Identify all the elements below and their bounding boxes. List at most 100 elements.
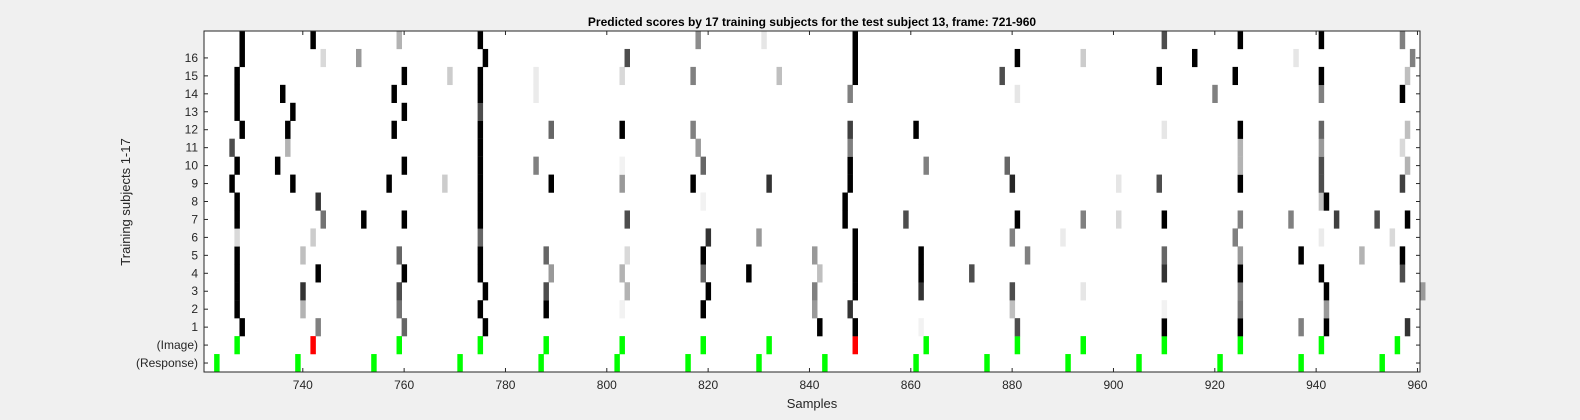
response-marker bbox=[984, 354, 990, 373]
y-tick-label: 16 bbox=[185, 51, 199, 65]
score-cell-subject-17 bbox=[1399, 31, 1406, 50]
score-cell-subject-3 bbox=[705, 282, 712, 301]
score-cell-subject-5 bbox=[477, 246, 484, 265]
score-cell-subject-5 bbox=[624, 246, 630, 265]
score-cell-subject-1 bbox=[918, 318, 924, 337]
score-cell-subject-3 bbox=[1237, 282, 1244, 301]
y-tick-label: (Response) bbox=[136, 356, 198, 370]
score-cell-subject-8 bbox=[1323, 192, 1330, 211]
score-cell-subject-7 bbox=[1288, 210, 1294, 229]
score-cell-subject-10 bbox=[619, 156, 625, 175]
score-cell-subject-15 bbox=[1232, 66, 1238, 86]
score-cell-subject-4 bbox=[234, 264, 240, 283]
score-cell-subject-1 bbox=[482, 318, 489, 337]
score-cell-subject-6 bbox=[310, 228, 316, 247]
score-cell-subject-10 bbox=[234, 156, 240, 175]
score-cell-subject-6 bbox=[1318, 228, 1325, 247]
response-marker bbox=[614, 354, 620, 373]
score-cell-subject-7 bbox=[1161, 210, 1168, 229]
y-tick-label: 7 bbox=[191, 212, 198, 226]
score-cell-subject-8 bbox=[315, 192, 321, 211]
score-cell-subject-5 bbox=[300, 246, 306, 265]
score-cell-subject-3 bbox=[543, 282, 549, 301]
score-cell-subject-11 bbox=[285, 138, 291, 157]
score-cell-subject-2 bbox=[812, 300, 818, 319]
image-marker bbox=[1394, 336, 1401, 355]
score-cell-subject-9 bbox=[442, 174, 448, 193]
score-cell-subject-12 bbox=[1404, 120, 1411, 139]
image-marker bbox=[543, 336, 549, 355]
image-marker-highlight bbox=[310, 336, 316, 355]
score-cell-subject-4 bbox=[1161, 264, 1168, 283]
y-tick-label: 1 bbox=[191, 320, 198, 334]
score-cell-subject-14 bbox=[1212, 84, 1218, 103]
score-cell-subject-12 bbox=[1161, 120, 1168, 139]
score-cell-subject-15 bbox=[1318, 66, 1325, 86]
score-cell-subject-7 bbox=[1237, 210, 1244, 229]
response-marker bbox=[913, 354, 919, 373]
score-cell-subject-14 bbox=[1399, 84, 1406, 103]
score-cell-subject-8 bbox=[1318, 192, 1325, 211]
score-cell-subject-17 bbox=[477, 31, 484, 50]
score-cell-subject-16 bbox=[1409, 48, 1416, 68]
x-axis-label: Samples bbox=[787, 396, 838, 411]
score-cell-subject-13 bbox=[234, 102, 240, 121]
score-cell-subject-3 bbox=[624, 282, 630, 301]
score-cell-subject-3 bbox=[1009, 282, 1016, 301]
score-cell-subject-10 bbox=[923, 156, 929, 175]
heatmap-cells bbox=[214, 31, 1426, 373]
score-cell-subject-1 bbox=[1323, 318, 1330, 337]
score-cell-subject-4 bbox=[477, 264, 484, 283]
score-cell-subject-7 bbox=[1014, 210, 1021, 229]
x-tick-label: 900 bbox=[1103, 378, 1123, 392]
x-tick-label: 840 bbox=[799, 378, 819, 392]
score-cell-subject-9 bbox=[1116, 174, 1122, 193]
score-cell-subject-11 bbox=[229, 138, 235, 157]
score-cell-subject-6 bbox=[756, 228, 762, 247]
score-cell-subject-6 bbox=[1060, 228, 1066, 247]
image-marker bbox=[619, 336, 625, 355]
score-cell-subject-9 bbox=[477, 174, 484, 193]
score-cell-subject-4 bbox=[969, 264, 975, 283]
score-cell-subject-5 bbox=[1161, 246, 1168, 265]
score-cell-subject-15 bbox=[776, 66, 782, 86]
score-cell-subject-17 bbox=[1161, 31, 1168, 50]
score-cell-subject-15 bbox=[477, 66, 484, 86]
score-cell-subject-5 bbox=[1298, 246, 1304, 265]
score-cell-subject-5 bbox=[1399, 246, 1406, 265]
x-tick-label: 960 bbox=[1407, 378, 1427, 392]
score-cell-subject-15 bbox=[447, 66, 453, 86]
y-tick-label: 14 bbox=[185, 87, 199, 101]
response-marker bbox=[457, 354, 463, 373]
score-cell-subject-2 bbox=[477, 300, 484, 319]
score-cell-subject-7 bbox=[842, 210, 848, 229]
score-cell-subject-12 bbox=[1237, 120, 1244, 139]
score-cell-subject-9 bbox=[847, 174, 853, 193]
score-cell-subject-12 bbox=[690, 120, 696, 139]
y-tick-label: 4 bbox=[191, 266, 198, 280]
score-cell-subject-13 bbox=[477, 102, 484, 121]
score-cell-subject-12 bbox=[913, 120, 919, 139]
score-cell-subject-2 bbox=[1161, 300, 1168, 319]
score-cell-subject-7 bbox=[624, 210, 630, 229]
score-cell-subject-1 bbox=[1014, 318, 1021, 337]
score-cell-subject-12 bbox=[847, 120, 853, 139]
score-cell-subject-3 bbox=[812, 282, 818, 301]
score-cell-subject-4 bbox=[700, 264, 706, 283]
score-cell-subject-17 bbox=[396, 31, 402, 50]
y-tick-label: 5 bbox=[191, 248, 198, 262]
response-marker bbox=[1065, 354, 1071, 373]
score-cell-subject-1 bbox=[1404, 318, 1411, 337]
score-cell-subject-6 bbox=[1389, 228, 1396, 247]
score-cell-subject-10 bbox=[401, 156, 408, 175]
score-cell-subject-15 bbox=[234, 66, 240, 86]
score-cell-subject-15 bbox=[1404, 66, 1411, 86]
score-cell-subject-3 bbox=[852, 282, 858, 301]
score-cell-subject-4 bbox=[548, 264, 554, 283]
score-cell-subject-7 bbox=[1080, 210, 1086, 229]
score-cell-subject-8 bbox=[700, 192, 706, 211]
response-marker bbox=[214, 354, 220, 373]
score-cell-subject-3 bbox=[234, 282, 240, 301]
score-cell-subject-11 bbox=[695, 138, 701, 157]
